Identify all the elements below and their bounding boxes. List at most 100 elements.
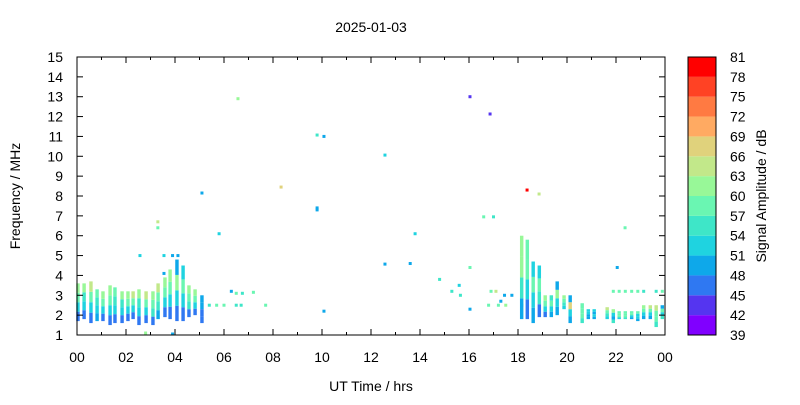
data-point [171, 332, 175, 336]
data-cell [648, 315, 653, 320]
data-cell [519, 298, 524, 320]
colorbar-tick-label: 63 [730, 168, 746, 184]
data-cell [82, 301, 86, 311]
x-tick-label: 02 [118, 349, 134, 365]
data-cell [525, 299, 530, 320]
data-cell [151, 316, 155, 326]
data-cell [131, 305, 135, 313]
data-cell [654, 321, 658, 328]
data-cell [623, 311, 628, 314]
data-cell [126, 298, 130, 307]
data-cell [200, 302, 204, 310]
data-point [217, 232, 221, 236]
data-point [279, 185, 283, 189]
colorbar-tick-label: 66 [730, 148, 746, 164]
data-point [468, 95, 472, 99]
data-point [438, 277, 442, 281]
data-cell [113, 305, 117, 315]
data-cell [654, 305, 658, 311]
data-point [630, 289, 634, 293]
data-point [222, 303, 226, 307]
data-cell [605, 313, 609, 317]
x-tick-label: 14 [412, 349, 428, 365]
data-cell [641, 315, 646, 320]
data-cell [636, 318, 640, 322]
x-tick-label: 22 [608, 349, 624, 365]
y-tick-label: 3 [55, 287, 63, 303]
data-cell [555, 306, 559, 316]
data-point [623, 226, 627, 230]
data-cell [562, 302, 566, 306]
colorbar-band [688, 136, 716, 157]
data-cell [137, 307, 141, 317]
data-cell [586, 309, 591, 312]
data-cell [660, 308, 665, 313]
data-cell [101, 313, 105, 322]
colorbar: 81 78 75 72 69 66 63 60 57 54 51 48 45 42 39 [687, 49, 746, 343]
data-cell [531, 276, 535, 293]
data-cell [101, 306, 105, 314]
data-cell [648, 312, 653, 316]
x-tick-label: 08 [265, 349, 281, 365]
data-point [162, 271, 166, 275]
data-point [525, 188, 529, 192]
data-cell [126, 313, 130, 322]
data-cell [108, 315, 112, 326]
data-point [234, 291, 238, 295]
data-point [468, 265, 472, 269]
data-point [482, 215, 486, 219]
data-cell [586, 314, 591, 317]
data-cell [519, 235, 524, 257]
data-cell [168, 306, 172, 320]
colorbar-band [688, 116, 716, 137]
data-cell [156, 301, 160, 311]
data-cell [76, 283, 80, 293]
data-cell [562, 298, 566, 303]
data-cell [113, 287, 117, 297]
colorbar-tick-label: 51 [730, 248, 746, 264]
data-cell [660, 305, 665, 309]
data-cell [144, 315, 148, 324]
data-cell [168, 269, 172, 282]
data-cell [137, 298, 141, 308]
data-cell [592, 316, 596, 320]
data-point [611, 289, 615, 293]
x-axis-label: UT Time / hrs [329, 378, 413, 394]
data-cell [580, 308, 584, 314]
data-cell [636, 313, 640, 317]
data-cell [537, 265, 542, 279]
data-point [510, 293, 514, 297]
data-cell [555, 289, 559, 299]
data-cell [108, 305, 112, 316]
y-tick-label: 5 [55, 248, 63, 264]
data-cell [101, 291, 105, 299]
data-point [171, 254, 175, 258]
data-cell [151, 308, 155, 317]
colorbar-tick-label: 78 [730, 69, 746, 85]
data-cell [131, 312, 135, 320]
data-cell [629, 311, 634, 314]
data-cell [580, 303, 584, 309]
colorbar-band [688, 235, 716, 256]
data-cell [568, 295, 572, 303]
data-cell [82, 310, 86, 320]
data-cell [568, 309, 572, 317]
data-cell [163, 307, 167, 318]
data-cell [168, 281, 172, 295]
chart-title: 2025-01-03 [335, 19, 407, 35]
y-tick-label: 10 [47, 148, 63, 164]
data-cell [654, 310, 658, 317]
data-point [623, 289, 627, 293]
colorbar-band [688, 196, 716, 216]
colorbar-tick-label: 75 [730, 89, 746, 105]
data-cell [76, 302, 80, 312]
data-cell [537, 291, 542, 305]
data-point [450, 289, 454, 293]
x-tick-label: 06 [216, 349, 232, 365]
data-cell [101, 298, 105, 307]
data-cell [531, 261, 535, 277]
data-cell [187, 309, 191, 318]
data-point [383, 262, 387, 266]
data-cell [193, 295, 197, 303]
